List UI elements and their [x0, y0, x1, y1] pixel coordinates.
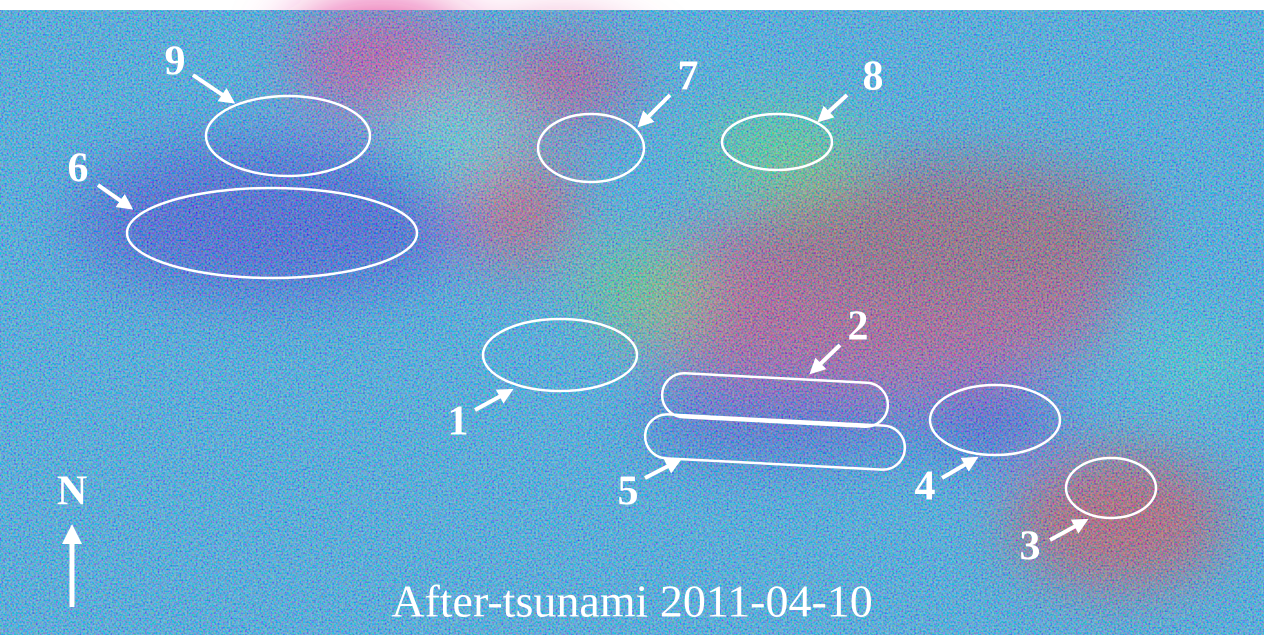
- label-1: 1: [448, 399, 469, 445]
- label-6: 6: [68, 146, 89, 192]
- label-5: 5: [618, 469, 639, 515]
- phase-image: [0, 10, 1264, 635]
- caption: After-tsunami 2011-04-10: [391, 576, 873, 627]
- label-3: 3: [1020, 524, 1041, 570]
- interferogram-view: 1 2 3 4 5 6 7 8 9 N After-tsunami 2011-0…: [0, 0, 1264, 635]
- label-9: 9: [165, 39, 186, 85]
- label-4: 4: [915, 464, 936, 510]
- label-7: 7: [678, 54, 699, 100]
- label-8: 8: [863, 54, 884, 100]
- label-2: 2: [848, 304, 869, 350]
- north-label: N: [57, 469, 87, 515]
